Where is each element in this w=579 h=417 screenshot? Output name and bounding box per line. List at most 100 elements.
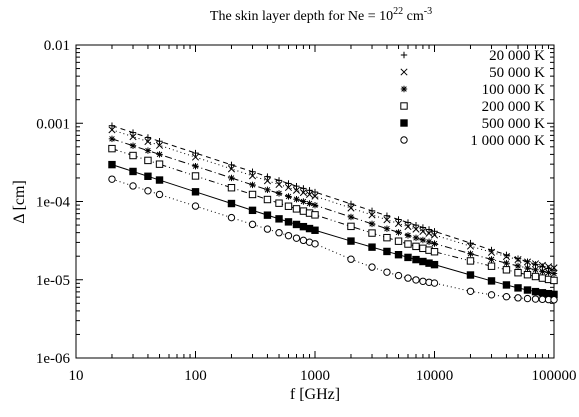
marker-shape [531, 272, 540, 281]
marker-shape [502, 266, 511, 274]
marker-stroke [539, 268, 546, 275]
data-point [311, 192, 319, 200]
data-point [523, 271, 532, 279]
data-point [531, 287, 540, 296]
marker-stroke [384, 225, 390, 232]
x-tick-label: 100000 [532, 368, 577, 384]
marker-shape [191, 188, 200, 196]
marker-shape [227, 199, 236, 208]
marker-shape [514, 269, 522, 277]
marker-shape [383, 268, 391, 276]
data-point [502, 252, 510, 261]
data-point [108, 122, 116, 129]
marker-shape [538, 289, 547, 297]
data-point [425, 226, 433, 233]
data-point [227, 199, 236, 208]
marker-shape [347, 237, 355, 245]
marker-shape [514, 284, 522, 292]
marker-shape [394, 250, 403, 259]
marker-shape [275, 199, 283, 207]
data-point [523, 258, 532, 266]
marker-shape [419, 244, 427, 253]
marker-stroke [523, 258, 532, 266]
data-point [300, 198, 307, 205]
marker-shape [383, 233, 391, 242]
data-point [311, 211, 319, 219]
marker-stroke [405, 232, 411, 239]
data-point [311, 226, 319, 234]
marker-stroke [299, 189, 307, 197]
legend-marker [400, 85, 408, 93]
data-point [144, 172, 152, 180]
marker-shape [144, 156, 152, 165]
data-point [275, 190, 283, 197]
data-point [191, 188, 200, 196]
data-point [311, 202, 319, 209]
marker-stroke [430, 231, 439, 239]
marker-stroke [532, 267, 539, 273]
series-5 [108, 160, 558, 299]
marker-stroke [144, 138, 152, 146]
data-point [191, 172, 200, 180]
data-point [419, 257, 427, 266]
marker-stroke [488, 256, 495, 263]
marker-stroke [248, 172, 257, 180]
data-point [248, 220, 257, 229]
data-point [412, 225, 420, 233]
data-point [275, 177, 283, 184]
data-point [129, 182, 137, 190]
data-point [404, 219, 412, 226]
marker-stroke [487, 248, 496, 256]
marker-shape [108, 144, 116, 153]
data-point [249, 181, 256, 189]
data-point [228, 174, 235, 182]
y-tick-label: 0.01 [44, 38, 70, 54]
marker-shape [404, 274, 412, 282]
data-point [502, 266, 511, 274]
marker-stroke [545, 269, 552, 276]
legend-label: 50 000 K [489, 65, 545, 81]
marker-stroke [538, 261, 546, 269]
data-point [487, 291, 496, 299]
data-point [404, 223, 412, 231]
marker-shape [394, 271, 403, 280]
data-point [108, 175, 116, 183]
data-point [503, 259, 510, 267]
data-point [129, 142, 137, 149]
marker-stroke [227, 165, 236, 173]
series-line [111, 164, 555, 295]
marker-shape [487, 262, 496, 270]
data-point [299, 236, 308, 245]
marker-stroke [156, 151, 163, 158]
data-point [538, 261, 546, 269]
marker-shape [400, 119, 408, 127]
marker-stroke [191, 153, 200, 161]
data-point [306, 200, 313, 207]
data-point [293, 182, 300, 190]
data-point [129, 151, 137, 160]
x-axis-label: f [GHz] [290, 386, 340, 403]
marker-shape [284, 202, 293, 210]
legend-marker [400, 119, 408, 127]
data-point [299, 207, 308, 215]
data-point [514, 284, 522, 292]
data-point [144, 187, 152, 195]
marker-stroke [292, 186, 301, 194]
data-point [192, 149, 199, 157]
marker-shape [108, 160, 116, 169]
y-tick-label: 1e-05 [36, 273, 70, 289]
x-axis: 10 100 1000 10000 100000 [69, 45, 577, 384]
data-point [292, 220, 301, 229]
data-point [431, 240, 438, 247]
marker-shape [284, 231, 293, 240]
data-point [419, 244, 427, 253]
data-point [108, 126, 116, 134]
data-point [263, 195, 272, 204]
data-point [144, 156, 152, 165]
data-point [299, 189, 307, 197]
marker-shape [311, 226, 319, 234]
marker-stroke [130, 142, 136, 149]
data-point [383, 216, 391, 224]
data-point [284, 218, 293, 226]
marker-stroke [285, 193, 292, 200]
